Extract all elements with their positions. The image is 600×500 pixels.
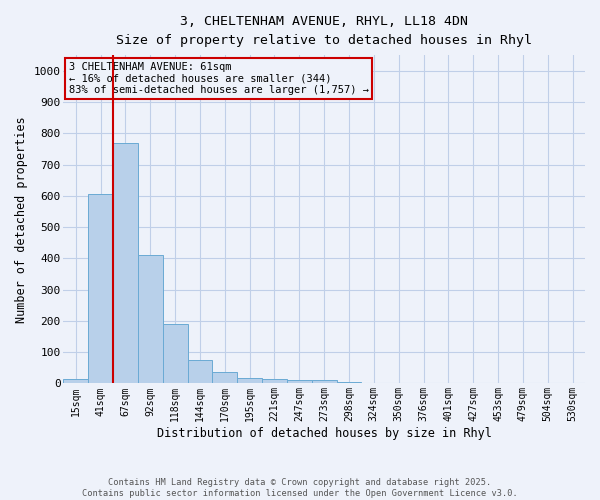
Bar [113, 142, 138, 384]
Bar [287, 380, 312, 384]
Bar [237, 378, 262, 384]
Y-axis label: Number of detached properties: Number of detached properties [15, 116, 28, 322]
Bar [212, 372, 237, 384]
Bar [64, 378, 88, 384]
Bar [337, 382, 361, 384]
Bar [88, 194, 113, 384]
Bar [138, 255, 163, 384]
Text: Contains HM Land Registry data © Crown copyright and database right 2025.
Contai: Contains HM Land Registry data © Crown c… [82, 478, 518, 498]
Bar [312, 380, 337, 384]
Title: 3, CHELTENHAM AVENUE, RHYL, LL18 4DN
Size of property relative to detached house: 3, CHELTENHAM AVENUE, RHYL, LL18 4DN Siz… [116, 15, 532, 47]
Bar [163, 324, 188, 384]
Bar [262, 378, 287, 384]
Bar [188, 360, 212, 384]
Text: 3 CHELTENHAM AVENUE: 61sqm
← 16% of detached houses are smaller (344)
83% of sem: 3 CHELTENHAM AVENUE: 61sqm ← 16% of deta… [68, 62, 368, 95]
X-axis label: Distribution of detached houses by size in Rhyl: Distribution of detached houses by size … [157, 427, 491, 440]
